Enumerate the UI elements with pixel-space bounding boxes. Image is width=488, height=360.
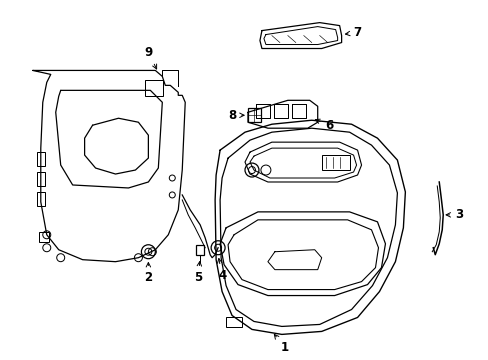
Bar (196, 245, 203, 255)
Bar (145, 80, 163, 96)
Text: 2: 2 (144, 262, 152, 284)
Text: 6: 6 (315, 119, 333, 132)
Bar (37, 172, 45, 186)
Bar (37, 192, 45, 206)
Text: 7: 7 (345, 26, 361, 39)
Bar (225, 318, 242, 328)
Text: 4: 4 (217, 258, 226, 282)
Bar (37, 152, 45, 166)
Text: 1: 1 (274, 334, 288, 354)
Text: 8: 8 (227, 109, 244, 122)
Bar (321, 155, 349, 170)
Text: 5: 5 (194, 262, 202, 284)
Text: 3: 3 (445, 208, 462, 221)
Bar (39, 232, 49, 242)
Text: 9: 9 (144, 46, 156, 69)
Bar (247, 108, 261, 122)
